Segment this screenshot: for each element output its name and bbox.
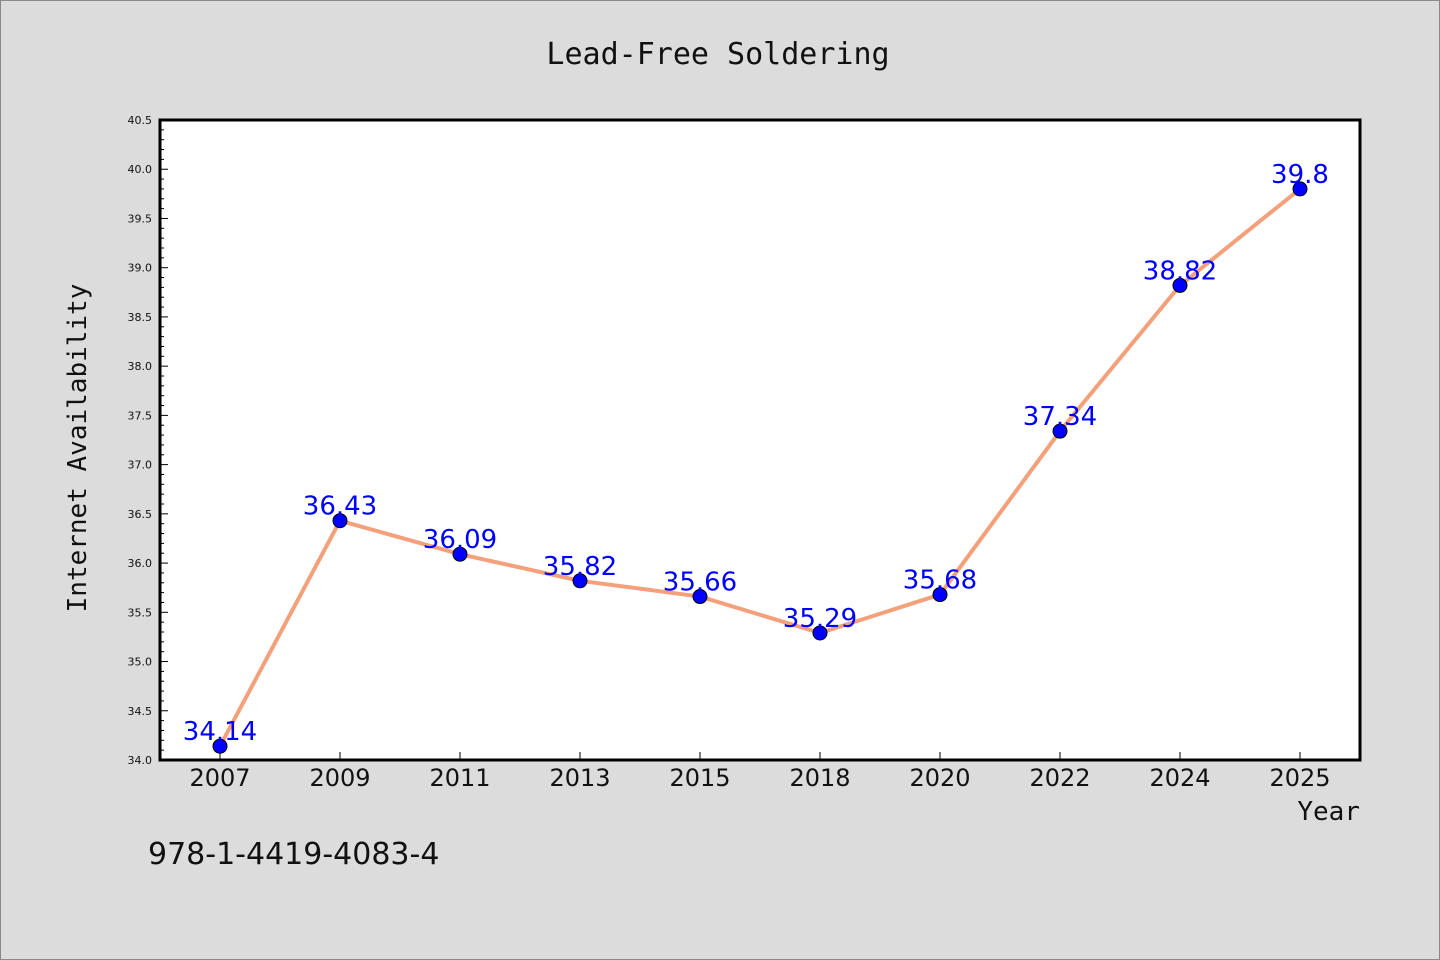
data-point <box>572 573 588 589</box>
series-line <box>218 187 1302 748</box>
data-label: 37.34 <box>1023 402 1097 432</box>
data-point <box>812 625 828 641</box>
data-point <box>932 587 948 603</box>
y-tick-label: 38.0 <box>128 360 153 373</box>
y-tick-label: 37.0 <box>128 459 153 472</box>
y-tick-label: 39.0 <box>128 262 153 275</box>
data-point <box>1292 181 1308 197</box>
data-point <box>452 546 468 562</box>
data-point <box>692 589 708 605</box>
data-label: 35.29 <box>783 604 857 634</box>
y-tick-label: 37.5 <box>128 409 153 422</box>
isbn-annotation: 978-1-4419-4083-4 <box>148 837 439 872</box>
data-label: 36.09 <box>423 525 497 555</box>
y-tick-label: 35.5 <box>128 606 153 619</box>
x-tick-label: 2015 <box>669 764 730 792</box>
y-axis-label: Internet Availability <box>63 284 93 613</box>
x-tick-label: 2007 <box>189 764 250 792</box>
y-tick-label: 38.5 <box>128 311 153 324</box>
data-label: 34.14 <box>183 717 257 747</box>
x-axis: 2007 2009 2011 2013 2015 2018 2020 2022 2024 2025 <box>189 752 1331 792</box>
y-tick-label: 34.5 <box>128 705 153 718</box>
y-axis: 34.0 34.5 35.0 35.5 36.0 36.5 37.0 37.5 38.0 38.5… <box>128 114 168 767</box>
x-tick-label: 2020 <box>909 764 970 792</box>
y-tick-label: 35.0 <box>128 656 153 669</box>
x-tick-label: 2009 <box>309 764 370 792</box>
data-label: 36.43 <box>303 492 377 522</box>
data-point <box>332 513 348 529</box>
chart-title: Lead-Free Soldering <box>546 37 889 72</box>
series: 34.14 36.43 36.09 35.82 35.66 35.29 35.68 37.34… <box>183 160 1329 754</box>
plot-area <box>158 118 1362 762</box>
data-label: 39.8 <box>1271 160 1329 190</box>
data-label: 35.82 <box>543 552 617 582</box>
y-tick-label: 34.0 <box>128 754 153 767</box>
x-axis-label: Year <box>1297 797 1360 827</box>
y-tick-label: 36.0 <box>128 557 153 570</box>
y-tick-label: 40.5 <box>128 114 153 127</box>
x-tick-label: 2025 <box>1269 764 1330 792</box>
data-point <box>1052 423 1068 439</box>
data-point <box>212 738 228 754</box>
data-label: 38.82 <box>1143 256 1217 286</box>
x-tick-label: 2011 <box>429 764 490 792</box>
y-tick-label: 39.5 <box>128 212 153 225</box>
x-tick-label: 2013 <box>549 764 610 792</box>
data-point <box>1172 277 1188 293</box>
data-label: 35.68 <box>903 566 977 596</box>
x-tick-label: 2024 <box>1149 764 1210 792</box>
y-tick-label: 40.0 <box>128 163 153 176</box>
data-label: 35.66 <box>663 568 737 598</box>
x-tick-label: 2018 <box>789 764 850 792</box>
x-tick-label: 2022 <box>1029 764 1090 792</box>
y-tick-label: 36.5 <box>128 508 153 521</box>
